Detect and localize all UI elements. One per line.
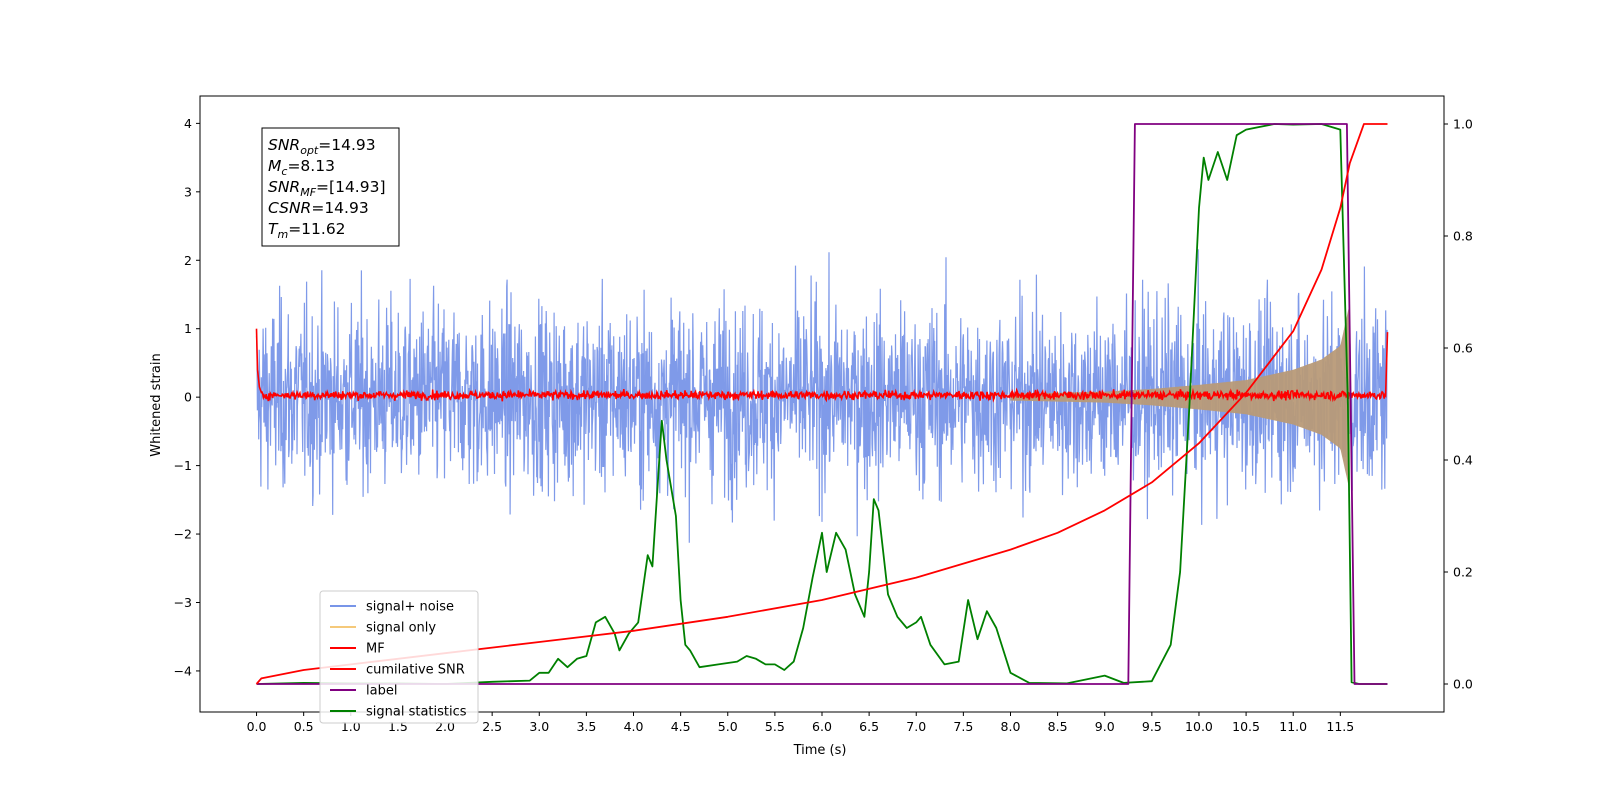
x-tick-label: 3.0 [529, 719, 549, 734]
y-tick-label: 0 [184, 390, 192, 405]
x-tick-label: 10.5 [1232, 719, 1260, 734]
y-tick-label: 1 [184, 321, 192, 336]
annotation-line: CSNR=14.93 [268, 199, 369, 217]
y-tick-label: 3 [184, 184, 192, 199]
y-tick-label: −1 [174, 458, 192, 473]
y2-tick-label: 0.6 [1453, 341, 1473, 356]
annotation-line: SNRMF=[14.93] [268, 178, 386, 199]
series-mf [255, 328, 1389, 403]
annotation-frame [261, 127, 400, 247]
y-axis-label: Whitened strain [149, 353, 164, 456]
annotation-line: Tm=11.62 [268, 220, 346, 241]
x-tick-label: 0.0 [247, 719, 267, 734]
legend: signal+ noise signal only MF cumilative SNR… [319, 590, 479, 724]
x-tick-label: 10.0 [1185, 719, 1213, 734]
y-tick-label: 4 [184, 116, 192, 131]
legend-label: signal+ noise [366, 600, 454, 615]
x-tick-label: 4.0 [624, 719, 644, 734]
x-tick-label: 11.0 [1279, 719, 1307, 734]
y2-tick-label: 0.2 [1453, 565, 1473, 580]
x-tick-label: 9.0 [1095, 719, 1115, 734]
x-tick-label: 8.0 [1001, 719, 1021, 734]
x-tick-label: 8.5 [1048, 719, 1068, 734]
y2-tick-label: 0.8 [1453, 229, 1473, 244]
x-tick-label: 11.5 [1326, 719, 1354, 734]
x-tick-label: 6.0 [812, 719, 832, 734]
y2-tick-label: 0.4 [1453, 453, 1473, 468]
annotation-line: Mc=8.13 [268, 157, 335, 178]
legend-frame [319, 590, 479, 724]
legend-label: label [366, 684, 397, 699]
series-label [256, 123, 1388, 685]
x-tick-label: 2.5 [482, 719, 502, 734]
y2-tick-label: 1.0 [1453, 117, 1473, 132]
annotation-line: SNRopt=14.93 [268, 136, 376, 157]
y-tick-label: 2 [184, 253, 192, 268]
x-tick-label: 0.5 [294, 719, 314, 734]
series-signal-statistics [256, 123, 1388, 685]
x-tick-label: 7.5 [953, 719, 973, 734]
y-tick-label: −3 [174, 595, 192, 610]
y-tick-label: −4 [174, 663, 192, 678]
legend-label: signal only [366, 621, 436, 636]
x-tick-label: 6.5 [859, 719, 879, 734]
legend-label: MF [366, 642, 385, 657]
y-tick-label: −2 [174, 527, 192, 542]
legend-label: signal statistics [366, 705, 467, 720]
x-tick-label: 9.5 [1142, 719, 1162, 734]
x-tick-label: 4.5 [671, 719, 691, 734]
x-axis-label: Time (s) [793, 743, 847, 758]
x-tick-label: 7.0 [906, 719, 926, 734]
annotation-box: SNRopt=14.93Mc=8.13SNRMF=[14.93]CSNR=14.… [261, 127, 400, 247]
y2-tick-label: 0.0 [1453, 677, 1473, 692]
x-tick-label: 5.5 [765, 719, 785, 734]
x-tick-label: 5.0 [718, 719, 738, 734]
x-tick-label: 3.5 [576, 719, 596, 734]
legend-label: cumilative SNR [366, 663, 465, 678]
